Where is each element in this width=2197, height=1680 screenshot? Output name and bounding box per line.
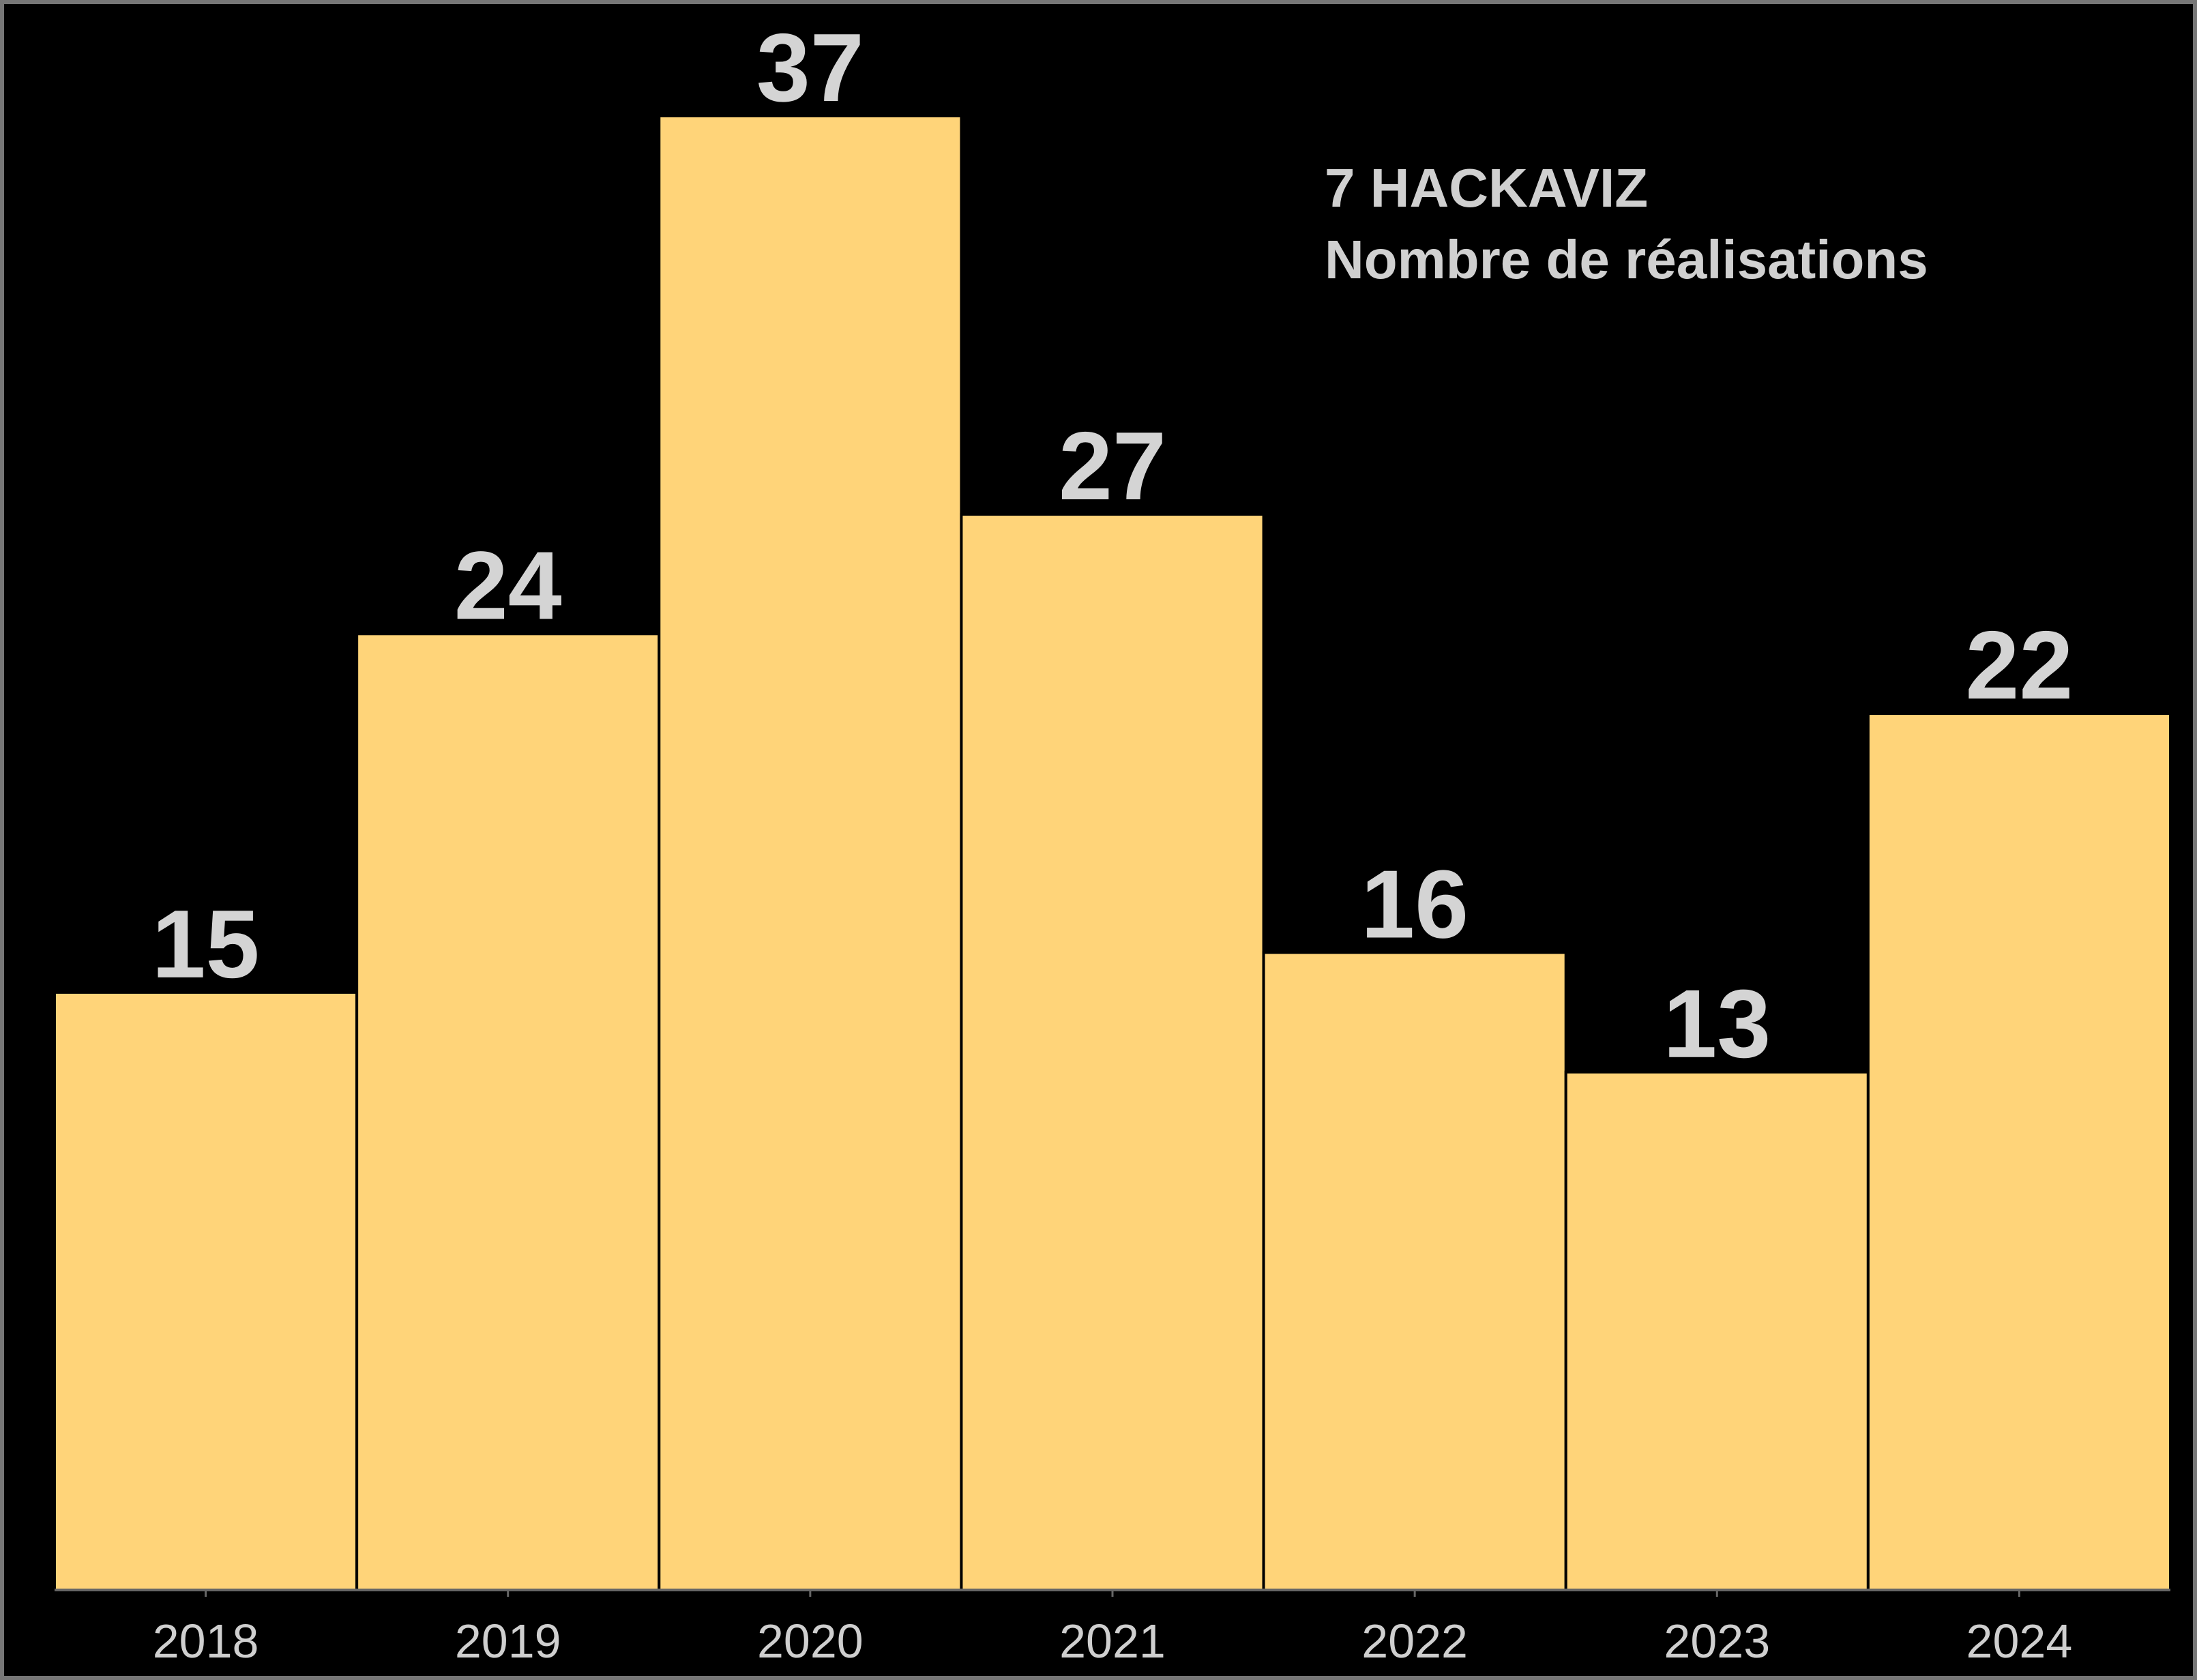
value-label-2018: 15	[152, 890, 260, 999]
bar-2022	[1262, 951, 1567, 1592]
value-label-2022: 16	[1361, 851, 1469, 959]
chart-title: 7 HACKAVIZ	[1325, 158, 1648, 218]
bars-layer	[53, 115, 2172, 1592]
bar-2021	[960, 513, 1265, 1591]
bar-2023	[1564, 1070, 1870, 1591]
x-tick-label-2024: 2024	[1966, 1615, 2073, 1668]
value-label-2024: 22	[1965, 611, 2073, 720]
bar-2018	[53, 990, 359, 1591]
x-ticks-layer: 2018 2019 2020 2021 2022 2023 2024	[153, 1590, 2073, 1668]
x-tick-label-2022: 2022	[1361, 1615, 1468, 1668]
x-tick-label-2021: 2021	[1059, 1615, 1166, 1668]
value-label-2021: 27	[1059, 412, 1166, 520]
bar-2020	[658, 115, 963, 1591]
bar-2024	[1866, 712, 2172, 1591]
x-tick-label-2019: 2019	[455, 1615, 561, 1668]
value-label-2019: 24	[454, 531, 562, 640]
x-tick-label-2020: 2020	[757, 1615, 864, 1668]
value-labels-layer: 15 24 37 27 16 13 22	[152, 14, 2074, 1078]
bar-2019	[355, 632, 661, 1591]
x-tick-label-2023: 2023	[1664, 1615, 1770, 1668]
value-label-2020: 37	[756, 14, 864, 122]
chart-subtitle: Nombre de réalisations	[1325, 229, 1928, 290]
x-tick-label-2018: 2018	[153, 1615, 259, 1668]
value-label-2023: 13	[1663, 970, 1771, 1078]
